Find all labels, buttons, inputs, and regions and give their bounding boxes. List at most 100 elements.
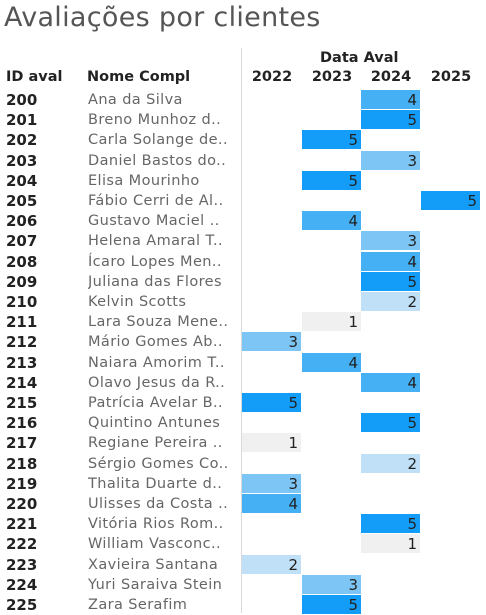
table-row: 207 Helena Amaral T.. 3 [0,231,486,251]
cell-value: 3 [348,575,358,594]
row-name: Naiara Amorim T.. [88,354,225,371]
table-row: 200 Ana da Silva 4 [0,90,486,110]
heat-cell [302,211,361,231]
heat-cell [361,534,420,554]
row-name: Fábio Cerri de Al.. [88,193,224,209]
row-id: 204 [6,171,38,190]
table-row: 210 Kelvin Scotts 2 [0,292,486,312]
row-id: 211 [6,313,38,332]
cell-value: 5 [407,111,417,130]
row-name: Breno Munhoz d.. [88,112,222,129]
row-id: 213 [6,353,38,372]
row-name: Regiane Pereira .. [88,435,223,452]
row-id: 207 [6,232,38,251]
table-row: 203 Daniel Bastos do.. 3 [0,150,486,171]
row-name: Zara Serafim [88,597,188,613]
name-column-header: Nome Compl [87,69,191,85]
heat-cell [361,292,420,311]
heat-cell [242,473,301,493]
row-name: Juliana das Flores [88,273,222,290]
table-row: 212 Mário Gomes Ab.. 3 [0,332,486,352]
table-row: 206 Gustavo Maciel .. 4 [0,211,486,231]
row-id: 225 [6,596,38,614]
row-id: 212 [6,333,38,352]
row-name: Ana da Silva [88,92,183,108]
heat-cell [361,453,420,473]
heat-cell [361,231,420,251]
table-row: 223 Xavieira Santana 2 [0,554,486,575]
year-header-2022: 2022 [251,69,293,85]
heat-cell [302,170,361,190]
heat-cell [361,514,420,534]
cell-value: 2 [407,454,417,473]
table-row: 205 Fábio Cerri de Al.. 5 [0,191,486,211]
cell-value: 4 [407,373,417,392]
table-row: 221 Vitória Rios Rom.. 5 [0,514,486,534]
page-title: Avaliações por clientes [4,2,321,33]
table-row: 208 Ícaro Lopes Men.. 4 [0,251,486,272]
table-row: 202 Carla Solange de.. 5 [0,130,486,150]
heat-cell [302,352,361,372]
row-id: 209 [6,272,38,291]
row-name: Yuri Saraiva Stein [88,576,223,593]
cell-value: 5 [407,414,417,433]
cell-value: 4 [288,495,298,513]
year-header-2023: 2023 [311,69,353,85]
cell-value: 5 [348,596,358,614]
cell-value: 4 [407,252,417,271]
cell-value: 5 [407,272,417,291]
row-name: Ulisses da Costa .. [88,496,229,512]
row-name: Mário Gomes Ab.. [88,334,223,351]
cell-value: 1 [348,313,358,332]
row-id: 215 [6,394,38,412]
heat-cell [242,554,301,574]
row-name: Olavo Jesus da R.. [88,374,226,391]
year-header-2024: 2024 [370,69,412,85]
table-row: 220 Ulisses da Costa .. 4 [0,494,486,514]
table-row: 201 Breno Munhoz d.. 5 [0,110,486,130]
heat-cell [302,574,361,594]
cell-value: 5 [407,515,417,534]
row-id: 210 [6,293,38,311]
row-id: 202 [6,131,38,150]
row-id: 220 [6,495,38,513]
cell-value: 3 [407,151,417,170]
table-row: 204 Elisa Mourinho 5 [0,170,486,191]
table-row: 225 Zara Serafim 5 [0,595,486,615]
row-name: Elisa Mourinho [88,172,200,189]
row-id: 216 [6,414,38,433]
column-divider [241,48,242,613]
heat-cell [361,413,420,433]
table-row: 222 William Vasconc.. 1 [0,534,486,554]
heat-cell [242,494,301,513]
row-id: 214 [6,373,38,392]
heat-cell [302,312,361,332]
row-name: Patrícia Avelar B.. [88,395,223,411]
cell-value: 5 [288,394,298,412]
table-row: 209 Juliana das Flores 5 [0,271,486,292]
row-id: 224 [6,575,38,594]
id-column-header: ID aval [6,69,63,85]
row-id: 208 [6,252,38,271]
heat-cell [302,130,361,150]
row-name: Xavieira Santana [88,556,219,573]
heat-cell [242,433,301,453]
row-name: Thalita Duarte d.. [88,475,223,492]
row-name: Carla Solange de.. [88,132,228,149]
year-header-2025: 2025 [430,69,472,85]
row-id: 217 [6,434,38,453]
cell-value: 4 [348,212,358,231]
row-name: Ícaro Lopes Men.. [88,253,222,270]
cell-value: 3 [407,232,417,251]
row-id: 203 [6,151,38,170]
heat-cell [361,372,420,392]
heat-cell [361,150,420,170]
row-id: 222 [6,535,38,554]
row-name: Sérgio Gomes Co.. [88,455,229,472]
row-id: 218 [6,454,38,473]
table-row: 213 Naiara Amorim T.. 4 [0,352,486,373]
cell-value: 3 [288,474,298,493]
heat-cell [361,251,420,271]
table-row: 217 Regiane Pereira .. 1 [0,433,486,453]
row-name: Vitória Rios Rom.. [88,516,224,533]
